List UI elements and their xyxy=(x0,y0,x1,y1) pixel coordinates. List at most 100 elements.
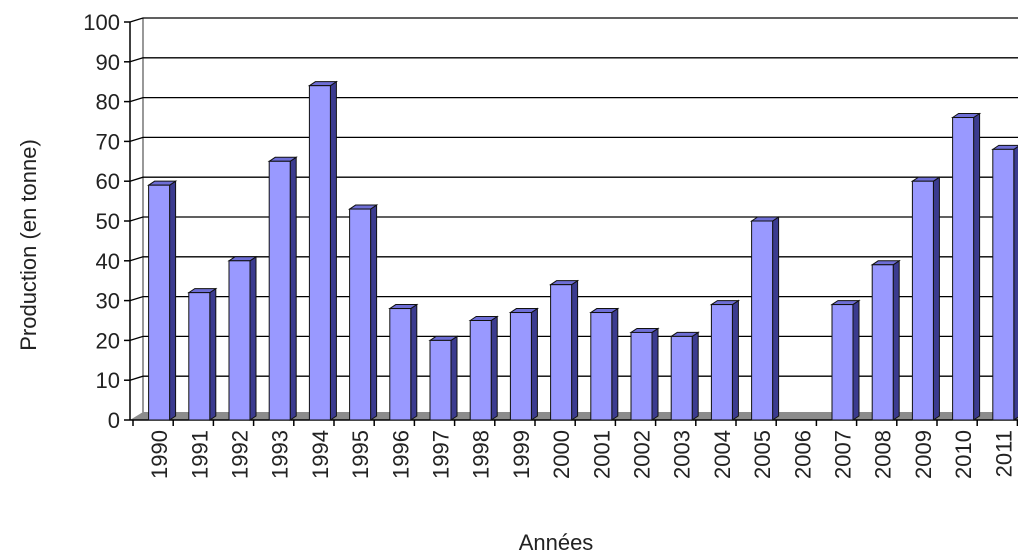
x-tick-label: 2005 xyxy=(750,430,775,479)
bar-front xyxy=(711,305,732,420)
x-tick-label: 1990 xyxy=(147,430,172,479)
bar-side xyxy=(491,317,497,421)
bar-1990 xyxy=(149,181,176,420)
bar-side xyxy=(170,181,176,420)
y-tick-label: 10 xyxy=(96,368,120,393)
gridline xyxy=(130,217,1018,221)
bar-front xyxy=(229,261,250,420)
bar-front xyxy=(953,118,974,420)
bar-2001 xyxy=(591,309,618,420)
y-axis: 0 10 20 30 40 50 60 70 80 90 100 xyxy=(83,10,130,433)
bar-top xyxy=(993,145,1018,149)
bar-front xyxy=(149,185,170,420)
x-tick-label: 2010 xyxy=(951,430,976,479)
bar-front xyxy=(832,305,853,420)
y-tick-label: 40 xyxy=(96,249,120,274)
x-tick-label: 1999 xyxy=(509,430,534,479)
bar-2009 xyxy=(912,177,939,420)
x-tick-label: 2002 xyxy=(630,430,655,479)
bar-side xyxy=(974,114,980,420)
bar-side xyxy=(893,261,899,420)
bar-2002 xyxy=(631,328,658,420)
bar-front xyxy=(752,221,773,420)
y-tick-label: 30 xyxy=(96,289,120,314)
y-axis-title: Production (en tonne) xyxy=(16,139,41,351)
bar-side xyxy=(933,177,939,420)
bar-front xyxy=(912,181,933,420)
y-tick-label: 20 xyxy=(96,328,120,353)
bar-1993 xyxy=(269,157,296,420)
bar-side xyxy=(1014,145,1018,420)
x-tick-label: 1998 xyxy=(469,430,494,479)
bar-side xyxy=(451,336,457,420)
bar-front xyxy=(631,332,652,420)
gridline xyxy=(130,18,1018,22)
bar-front xyxy=(269,161,290,420)
x-tick-label: 2000 xyxy=(549,430,574,479)
bar-side xyxy=(572,281,578,420)
x-tick-label: 1993 xyxy=(268,430,293,479)
x-tick-label: 2001 xyxy=(589,430,614,479)
bar-side xyxy=(773,217,779,420)
bar-2010 xyxy=(953,114,980,420)
bar-1992 xyxy=(229,257,256,420)
bar-side xyxy=(411,305,417,420)
bar-side xyxy=(290,157,296,420)
x-tick-label: 2008 xyxy=(871,430,896,479)
bar-1999 xyxy=(510,309,537,420)
bar-front xyxy=(591,313,612,420)
bar-1991 xyxy=(189,289,216,420)
bar-1995 xyxy=(350,205,377,420)
x-tick-label: 2007 xyxy=(831,430,856,479)
bar-2004 xyxy=(711,301,738,420)
bar-1997 xyxy=(430,336,457,420)
bar-2005 xyxy=(752,217,779,420)
y-tick-label: 70 xyxy=(96,129,120,154)
bar-front xyxy=(872,265,893,420)
bar-2007 xyxy=(832,301,859,420)
bar-front xyxy=(510,313,531,420)
bar-front xyxy=(390,309,411,420)
bar-side xyxy=(853,301,859,420)
gridline xyxy=(130,257,1018,261)
x-tick-label: 1996 xyxy=(388,430,413,479)
bar-front xyxy=(671,336,692,420)
x-tick-label: 1994 xyxy=(308,430,333,479)
bar-1996 xyxy=(390,305,417,420)
bar-front xyxy=(430,340,451,420)
x-tick-label: 2004 xyxy=(710,430,735,479)
y-tick-label: 100 xyxy=(83,10,120,35)
x-tick-label: 1991 xyxy=(187,430,212,479)
x-tick-label: 2011 xyxy=(991,430,1016,477)
bar-front xyxy=(993,149,1014,420)
bar-2011 xyxy=(993,145,1018,420)
x-tick-label: 1992 xyxy=(228,430,253,479)
x-tick-label: 1997 xyxy=(429,430,454,479)
bar-side xyxy=(371,205,377,420)
bar-side xyxy=(531,309,537,420)
y-tick-label: 80 xyxy=(96,90,120,115)
x-axis-title: Années xyxy=(519,530,594,555)
bar-2003 xyxy=(671,332,698,420)
y-tick-label: 60 xyxy=(96,169,120,194)
gridline xyxy=(130,177,1018,181)
gridline xyxy=(130,58,1018,62)
bar-side xyxy=(210,289,216,420)
gridline xyxy=(130,137,1018,141)
gridline xyxy=(130,98,1018,102)
bar-side xyxy=(250,257,256,420)
y-tick-label: 90 xyxy=(96,50,120,75)
bar-side xyxy=(652,328,658,420)
bar-front xyxy=(350,209,371,420)
x-tick-label: 2009 xyxy=(911,430,936,479)
bar-1998 xyxy=(470,317,497,421)
bars xyxy=(149,82,1018,420)
y-tick-label: 50 xyxy=(96,209,120,234)
bar-front xyxy=(309,86,330,420)
bar-front xyxy=(189,293,210,420)
x-tick-label: 1995 xyxy=(348,430,373,479)
y-tick-label: 0 xyxy=(108,408,120,433)
x-axis: 1990 1991 1992 1993 1994 1995 1996 1997 1998 1999… xyxy=(133,420,1017,479)
x-tick-label: 2003 xyxy=(670,430,695,479)
